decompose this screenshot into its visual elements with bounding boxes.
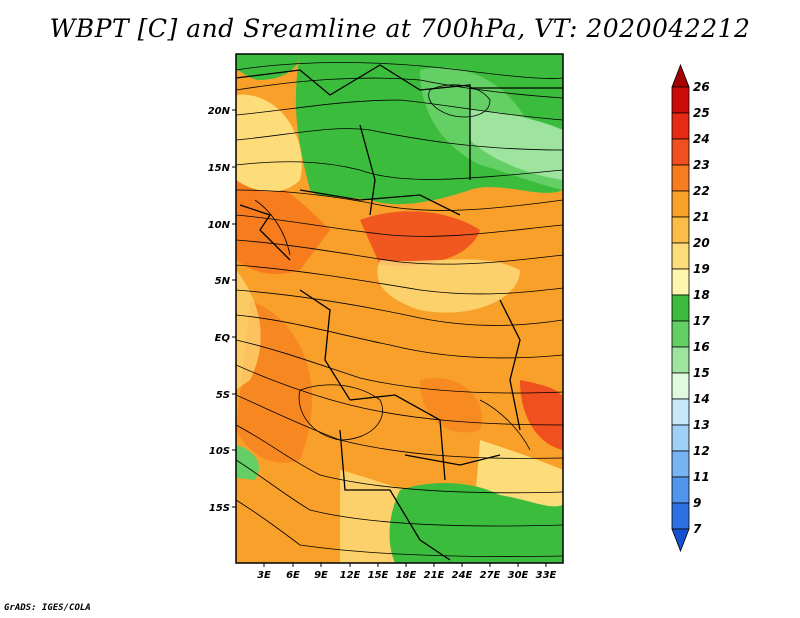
map-title: WBPT [C] and Sreamline at 700hPa, VT: 20… bbox=[49, 14, 751, 43]
wbpt-shaded-field bbox=[236, 54, 563, 563]
colorbar-label: 16 bbox=[693, 340, 710, 354]
colorbar-swatch bbox=[671, 372, 690, 400]
colorbar-label: 26 bbox=[693, 80, 710, 94]
colorbar-label: 21 bbox=[693, 210, 710, 224]
colorbar-label: 20 bbox=[693, 236, 710, 250]
lon-label-6e: 6E bbox=[286, 570, 300, 581]
lat-label-15n: 15N bbox=[208, 163, 231, 174]
lon-label-15e: 15E bbox=[368, 570, 389, 581]
colorbar-swatch bbox=[671, 112, 690, 140]
lon-label-9e: 9E bbox=[314, 570, 328, 581]
colorbar-swatch bbox=[671, 346, 690, 374]
colorbar-label: 12 bbox=[693, 444, 710, 458]
colorbar-swatch bbox=[671, 268, 690, 296]
lat-label-5n: 5N bbox=[215, 276, 231, 287]
colorbar-swatch bbox=[671, 320, 690, 348]
lon-label-30e: 30E bbox=[508, 570, 529, 581]
lon-label-33e: 33E bbox=[536, 570, 557, 581]
colorbar: 26 25 24 23 22 21 20 19 18 17 16 15 14 13 12 11 9 7 bbox=[671, 63, 710, 553]
colorbar-label: 17 bbox=[693, 314, 710, 328]
colorbar-swatch bbox=[671, 450, 690, 478]
colorbar-label: 24 bbox=[693, 132, 710, 146]
lon-label-24e: 24E bbox=[452, 570, 473, 581]
colorbar-swatch bbox=[671, 138, 690, 166]
colorbar-swatch bbox=[671, 63, 690, 88]
lat-label-20n: 20N bbox=[208, 106, 231, 117]
colorbar-swatch bbox=[671, 294, 690, 322]
axis-ticks bbox=[232, 109, 547, 567]
colorbar-swatch bbox=[671, 502, 690, 530]
lon-label-3e: 3E bbox=[257, 570, 271, 581]
colorbar-swatch bbox=[671, 476, 690, 504]
colorbar-label: 15 bbox=[693, 366, 710, 380]
lat-label-15s: 15S bbox=[209, 503, 230, 514]
colorbar-swatch bbox=[671, 242, 690, 270]
colorbar-label: 18 bbox=[693, 288, 710, 302]
colorbar-swatch bbox=[671, 528, 690, 553]
lon-label-21e: 21E bbox=[424, 570, 445, 581]
lon-label-27e: 27E bbox=[480, 570, 501, 581]
lat-label-10s: 10S bbox=[209, 446, 230, 457]
colorbar-label: 14 bbox=[693, 392, 710, 406]
lon-label-12e: 12E bbox=[340, 570, 361, 581]
lon-labels: 3E 6E 9E 12E 15E 18E 21E 24E 27E 30E 33E bbox=[257, 570, 556, 581]
colorbar-label: 13 bbox=[693, 418, 710, 432]
grads-credit: GrADS: IGES/COLA bbox=[4, 603, 91, 613]
colorbar-swatch bbox=[671, 86, 690, 114]
lat-label-5s: 5S bbox=[216, 390, 230, 401]
colorbar-label: 19 bbox=[693, 262, 710, 276]
colorbar-label: 9 bbox=[693, 496, 701, 510]
colorbar-swatch bbox=[671, 190, 690, 218]
country-borders bbox=[236, 64, 563, 561]
streamlines bbox=[236, 62, 563, 557]
lat-label-eq: EQ bbox=[215, 333, 231, 344]
map-frame bbox=[235, 53, 564, 564]
lon-label-18e: 18E bbox=[396, 570, 417, 581]
colorbar-swatch bbox=[671, 164, 690, 192]
colorbar-label: 7 bbox=[693, 522, 702, 536]
lat-label-10n: 10N bbox=[208, 220, 231, 231]
colorbar-swatch bbox=[671, 216, 690, 244]
colorbar-label: 23 bbox=[693, 158, 710, 172]
colorbar-label: 22 bbox=[693, 184, 710, 198]
colorbar-swatch bbox=[671, 424, 690, 452]
lat-labels: 20N 15N 10N 5N EQ 5S 10S 15S bbox=[208, 106, 231, 514]
colorbar-label: 11 bbox=[693, 470, 710, 484]
colorbar-swatch bbox=[671, 398, 690, 426]
colorbar-label: 25 bbox=[693, 106, 710, 120]
